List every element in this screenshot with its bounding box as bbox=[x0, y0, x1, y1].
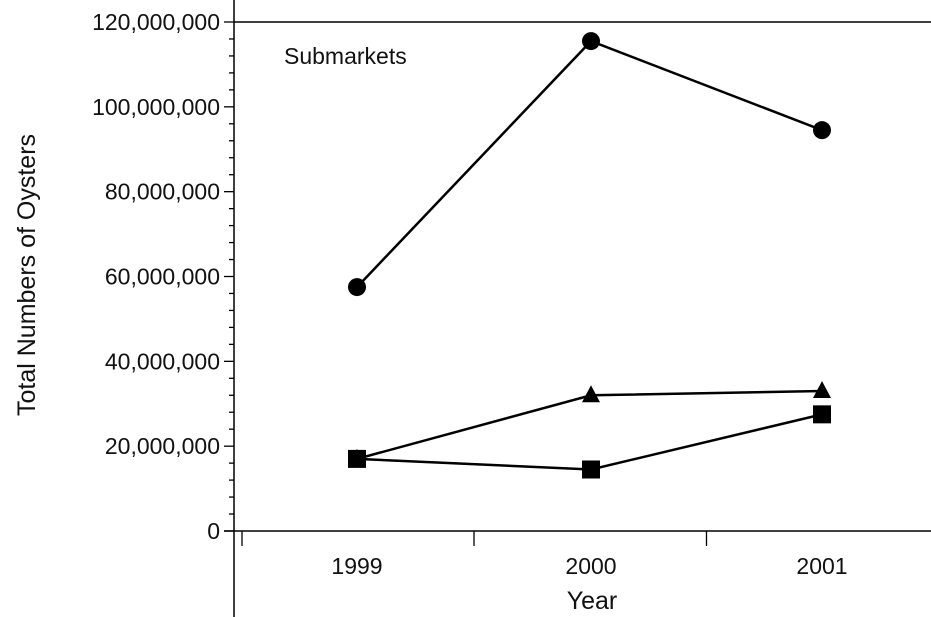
square-marker-2000 bbox=[582, 460, 600, 479]
y-tick-label: 60,000,000 bbox=[105, 264, 220, 290]
axes bbox=[224, 0, 931, 617]
circle-marker-1999 bbox=[348, 278, 366, 297]
circle-marker-2000 bbox=[582, 32, 600, 51]
x-axis-title: Year bbox=[567, 587, 618, 615]
x-tick-label: 1999 bbox=[331, 553, 382, 579]
series-triangle bbox=[348, 381, 831, 466]
y-tick-label: 100,000,000 bbox=[92, 94, 220, 120]
x-tick-label: 2000 bbox=[565, 553, 616, 579]
triangle-marker-2000 bbox=[582, 385, 600, 403]
circle-marker-2001 bbox=[813, 121, 831, 140]
series-circle bbox=[348, 32, 831, 297]
square-marker-1999 bbox=[348, 449, 366, 468]
y-tick-label: 120,000,000 bbox=[92, 9, 220, 35]
y-tick-label: 0 bbox=[207, 518, 220, 544]
y-tick-label: 80,000,000 bbox=[105, 179, 220, 205]
series-layer bbox=[348, 32, 831, 479]
triangle-marker-2001 bbox=[813, 381, 831, 399]
square-marker-2001 bbox=[813, 405, 831, 424]
submarkets-annotation: Submarkets bbox=[284, 43, 407, 69]
y-tick-label: 40,000,000 bbox=[105, 348, 220, 374]
series-line-circle bbox=[356, 39, 823, 288]
series-square bbox=[348, 405, 831, 479]
x-tick-label: 2001 bbox=[796, 553, 847, 579]
ticks: 0 20,000,000 40,000,000 60,000,000 80,000,00… bbox=[92, 9, 847, 579]
y-tick-label: 20,000,000 bbox=[105, 433, 220, 459]
y-axis-title: Total Numbers of Oysters bbox=[13, 134, 41, 416]
